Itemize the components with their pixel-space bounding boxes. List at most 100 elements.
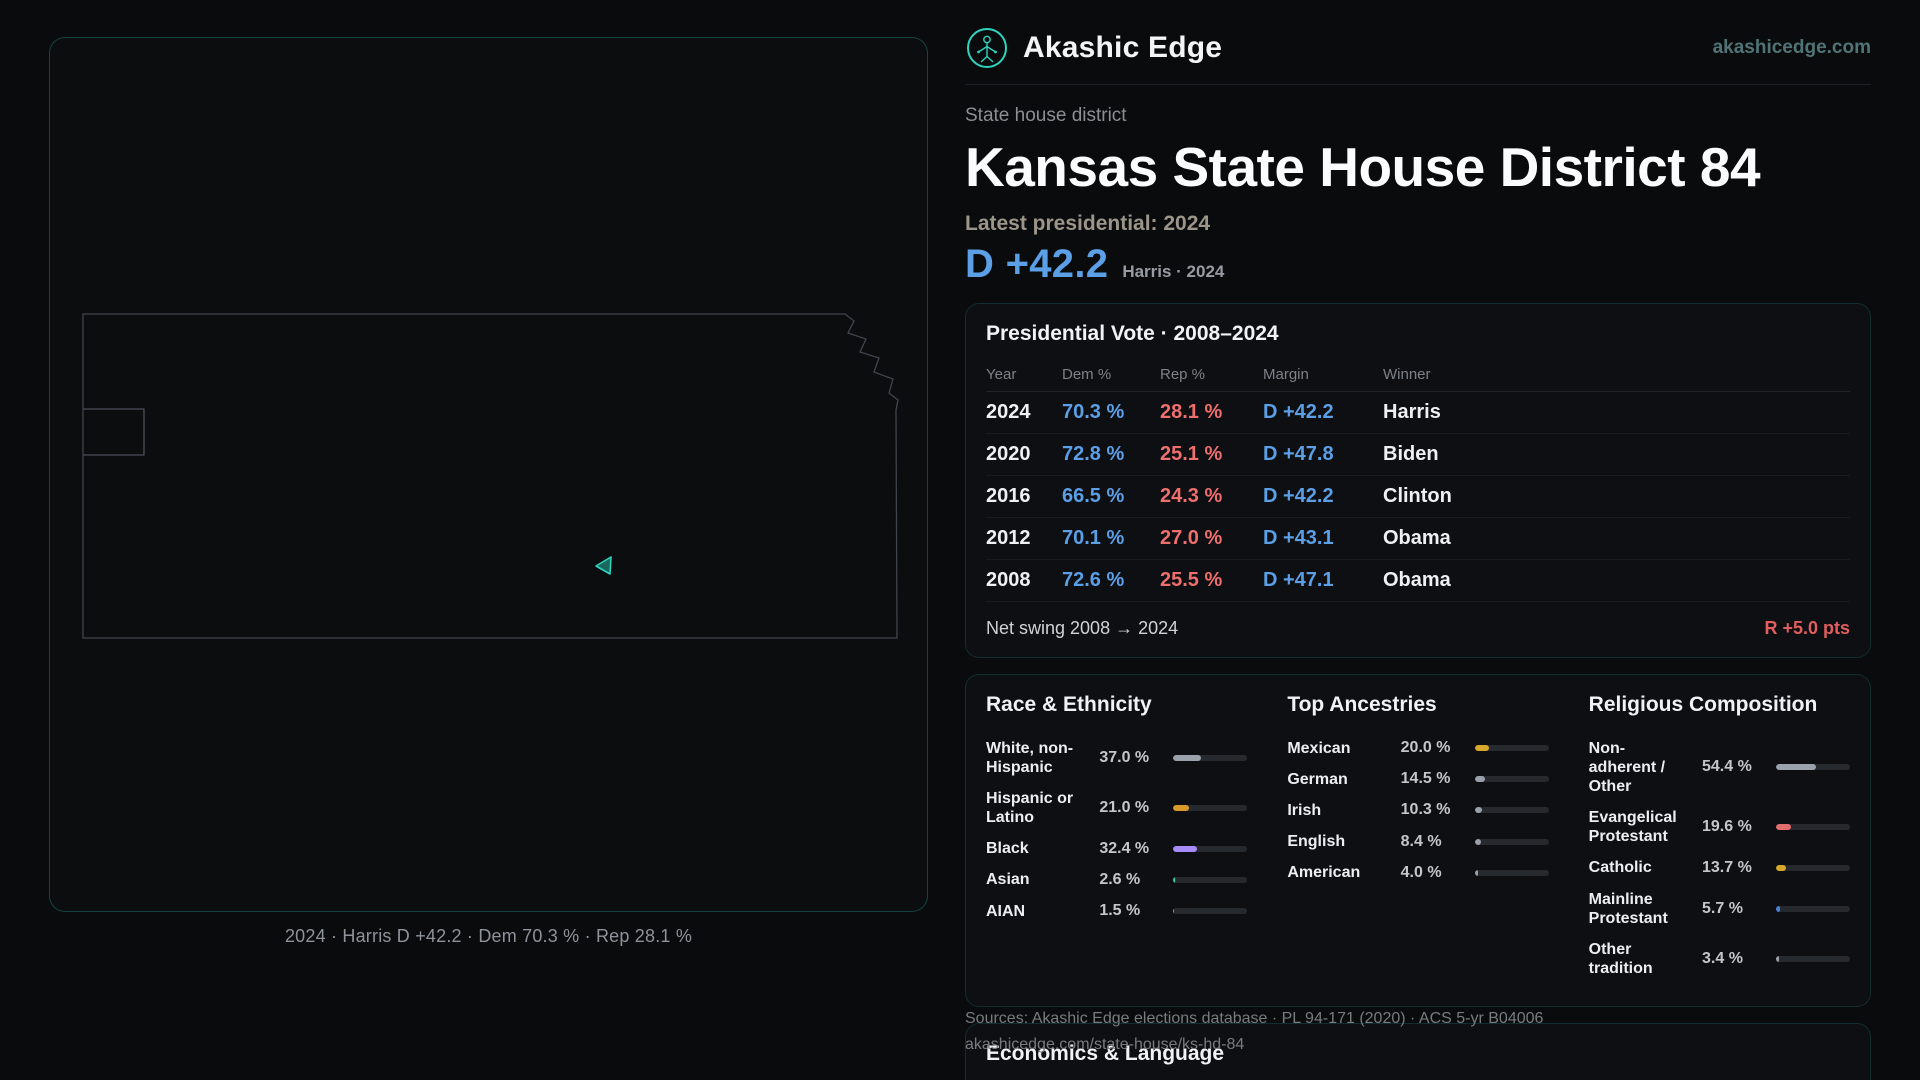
presidential-vote-card: Presidential Vote · 2008–2024 Year Dem %…: [965, 302, 1871, 658]
demo-bar-fill: [1474, 807, 1483, 814]
cell-dem: 72.8 %: [1062, 442, 1125, 465]
demo-label: Other tradition: [1588, 941, 1653, 978]
net-swing-value: R +5.0 pts: [1764, 617, 1850, 638]
demo-bar-fill: [1173, 754, 1201, 761]
demo-value: 14.5 %: [1400, 770, 1451, 788]
demo-label: Asian: [986, 871, 1030, 889]
top-ancestries-section: Top Ancestries Mexican 20.0 % German 14.…: [1287, 692, 1549, 985]
cell-dem: 70.1 %: [1062, 526, 1125, 549]
demo-bar: [1173, 908, 1248, 915]
cell-margin: D +47.8: [1263, 442, 1334, 465]
cell-margin: D +47.1: [1263, 568, 1334, 591]
demo-row: Asian 2.6 %: [986, 864, 1248, 895]
column-header-dem: Dem %: [1062, 365, 1112, 383]
demo-bar-fill: [1776, 905, 1781, 912]
demo-value: 8.4 %: [1400, 832, 1442, 850]
demo-label: White, non-Hispanic: [986, 739, 1074, 776]
demo-label: Evangelical Protestant: [1588, 809, 1677, 846]
kicker-label: State house district: [965, 105, 1127, 126]
demo-row: White, non-Hispanic 37.0 %: [986, 733, 1248, 783]
demo-row: Other tradition 3.4 %: [1589, 934, 1850, 984]
site-domain-link[interactable]: akashicedge.com: [1712, 37, 1871, 58]
demo-value: 4.0 %: [1400, 863, 1442, 881]
table-header-row: Year Dem % Rep % Margin Winner: [986, 358, 1850, 392]
demo-row: Mexican 20.0 %: [1287, 733, 1549, 764]
net-swing-row: Net swing 2008 → 2024 R +5.0 pts: [986, 602, 1850, 639]
demo-bar: [1173, 805, 1248, 812]
demo-row: AIAN 1.5 %: [986, 896, 1248, 927]
demo-row: American 4.0 %: [1287, 857, 1549, 888]
demo-bar-fill: [1173, 805, 1189, 812]
demographics-card: Race & Ethnicity White, non-Hispanic 37.…: [965, 673, 1871, 1008]
demo-value: 32.4 %: [1099, 839, 1150, 857]
demo-bar-fill: [1776, 865, 1787, 872]
cell-margin: D +42.2: [1263, 400, 1334, 423]
map-caption: 2024 · Harris D +42.2 · Dem 70.3 % · Rep…: [284, 926, 693, 946]
table-row: 2020 72.8 % 25.1 % D +47.8 Biden: [986, 434, 1850, 476]
county-highlight: [83, 408, 145, 456]
headline-margin: D +42.2: [965, 241, 1109, 286]
table-row: 2008 72.6 % 25.5 % D +47.1 Obama: [986, 560, 1850, 602]
demo-bar: [1776, 824, 1850, 831]
cell-dem: 70.3 %: [1062, 400, 1125, 423]
demo-bar: [1776, 956, 1850, 963]
headline-note: Harris · 2024: [1122, 261, 1225, 281]
demo-row: English 8.4 %: [1287, 826, 1549, 857]
demo-value: 19.6 %: [1702, 818, 1752, 836]
demo-bar: [1474, 745, 1549, 752]
demo-bar: [1776, 905, 1850, 912]
demo-row: Mainline Protestant 5.7 %: [1589, 884, 1850, 934]
district-map-panel[interactable]: [49, 37, 928, 912]
demo-bar-fill: [1474, 869, 1478, 876]
demo-label: German: [1287, 770, 1348, 788]
demo-row: Catholic 13.7 %: [1589, 852, 1850, 883]
net-swing-label: Net swing 2008 → 2024: [986, 617, 1179, 638]
cell-rep: 27.0 %: [1160, 526, 1223, 549]
demo-label: American: [1287, 864, 1361, 882]
demo-value: 37.0 %: [1099, 748, 1150, 766]
economics-card-title: Economics & Language: [986, 1042, 1225, 1066]
cell-winner: Obama: [1383, 526, 1451, 549]
demo-bar-fill: [1474, 838, 1481, 845]
cell-dem: 72.6 %: [1062, 568, 1125, 591]
demo-bar: [1474, 869, 1549, 876]
cell-rep: 24.3 %: [1160, 484, 1223, 507]
table-row: 2024 70.3 % 28.1 % D +42.2 Harris: [986, 392, 1850, 434]
demo-value: 21.0 %: [1099, 799, 1150, 817]
economics-language-card: Economics & Language Median HH income $4…: [965, 1023, 1871, 1080]
table-row: 2016 66.5 % 24.3 % D +42.2 Clinton: [986, 476, 1850, 518]
demo-value: 5.7 %: [1702, 899, 1743, 917]
sources-link[interactable]: akashicedge.com/state-house/ks-hd-84: [965, 1036, 1245, 1054]
presidential-table: Year Dem % Rep % Margin Winner 2024 70.3…: [986, 358, 1850, 639]
kansas-map[interactable]: [50, 38, 929, 913]
demo-label: Catholic: [1588, 859, 1652, 877]
top-ancestries-title: Top Ancestries: [1287, 692, 1437, 716]
demo-bar-fill: [1474, 745, 1490, 752]
religious-composition-section: Religious Composition Non-adherent / Oth…: [1589, 693, 1850, 985]
demo-row: Irish 10.3 %: [1287, 795, 1549, 826]
page-title: Kansas State House District 84: [965, 136, 1761, 198]
kansas-outline: [82, 313, 899, 639]
cell-margin: D +42.2: [1263, 484, 1334, 507]
cell-year: 2020: [986, 442, 1031, 465]
sources-text: Sources: Akashic Edge elections database…: [965, 1010, 1544, 1027]
demo-row: Hispanic or Latino 21.0 %: [986, 783, 1248, 833]
demo-value: 54.4 %: [1702, 758, 1752, 776]
demo-bar: [1474, 807, 1549, 814]
cell-year: 2024: [986, 400, 1031, 423]
demo-value: 13.7 %: [1702, 859, 1752, 877]
demo-bar: [1776, 764, 1850, 771]
demo-value: 1.5 %: [1099, 902, 1141, 920]
demo-bar: [1474, 776, 1549, 783]
cell-rep: 25.1 %: [1160, 442, 1223, 465]
demo-bar: [1474, 838, 1549, 845]
column-header-year: Year: [986, 365, 1017, 383]
demo-bar: [1173, 754, 1248, 761]
demo-bar-fill: [1776, 824, 1791, 831]
district-marker[interactable]: [595, 556, 612, 575]
demo-bar-fill: [1173, 908, 1175, 915]
headline-margin-row: D +42.2 Harris · 2024: [965, 242, 1871, 287]
race-ethnicity-title: Race & Ethnicity: [986, 692, 1152, 716]
table-row: 2012 70.1 % 27.0 % D +43.1 Obama: [986, 518, 1850, 560]
